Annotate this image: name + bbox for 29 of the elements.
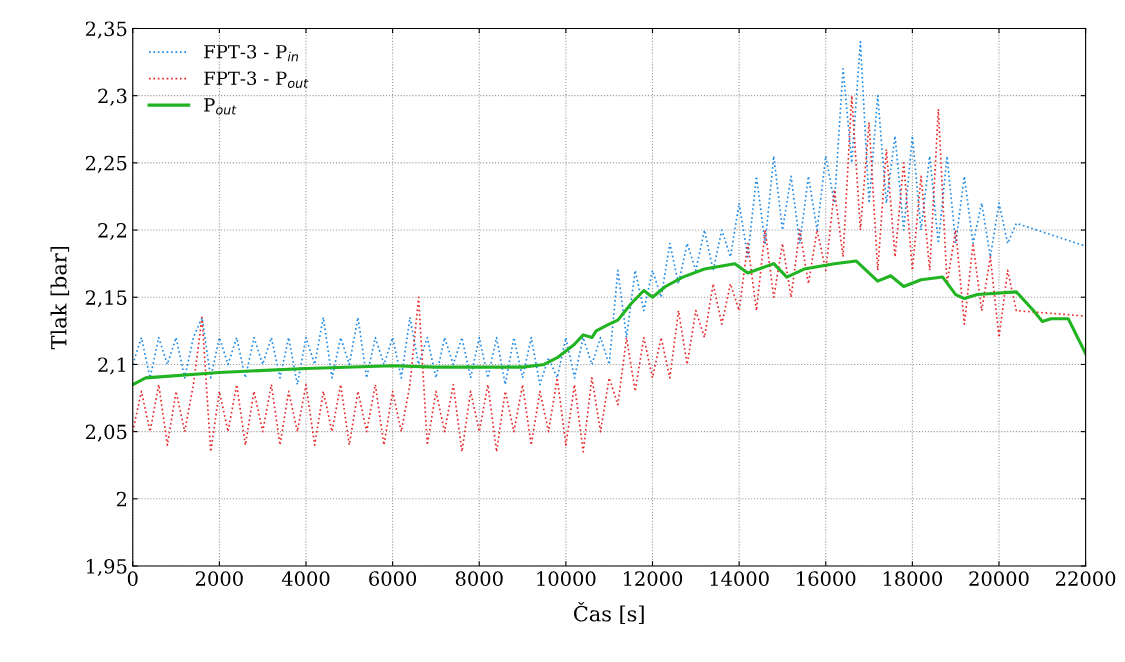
y-tick-label: 2,25 <box>85 155 127 173</box>
y-tick-label: 2,15 <box>85 290 127 308</box>
x-tick-label: 14000 <box>710 571 769 586</box>
x-tick-label: 16000 <box>797 571 856 586</box>
x-tick-label: 10000 <box>537 571 596 586</box>
line-series <box>132 41 1086 386</box>
line-series <box>132 259 1086 387</box>
legend-label: FPT-3 - P$_{in}$ <box>204 44 299 62</box>
y-tick-label: 2,2 <box>98 223 126 241</box>
x-tick-label: 18000 <box>883 571 943 586</box>
x-tick-label: 12000 <box>623 571 683 586</box>
x-tick-label: 0 <box>127 571 138 586</box>
line-series <box>132 94 1086 453</box>
y-tick-label: 2,35 <box>85 21 127 39</box>
y-tick-label: 2,05 <box>85 424 127 442</box>
y-tick-label: 2 <box>116 491 126 507</box>
x-tick-label: 4000 <box>281 571 330 586</box>
legend-label: FPT-3 - P$_{out}$ <box>204 71 309 88</box>
x-tick-label: 22000 <box>1056 571 1116 586</box>
y-tick-label: 2,1 <box>98 357 126 375</box>
x-tick-label: 2000 <box>195 571 243 586</box>
x-axis-title: Čas [s] <box>574 601 644 625</box>
x-tick-label: 8000 <box>455 571 503 586</box>
y-axis-title: Tlak [bar] <box>50 246 70 350</box>
y-tick-label: 1,95 <box>86 558 127 577</box>
x-tick-label: 20000 <box>969 571 1029 586</box>
legend-label: P$_{out}$ <box>204 98 237 115</box>
y-tick-label: 2,3 <box>98 88 127 106</box>
x-tick-label: 6000 <box>369 571 417 586</box>
